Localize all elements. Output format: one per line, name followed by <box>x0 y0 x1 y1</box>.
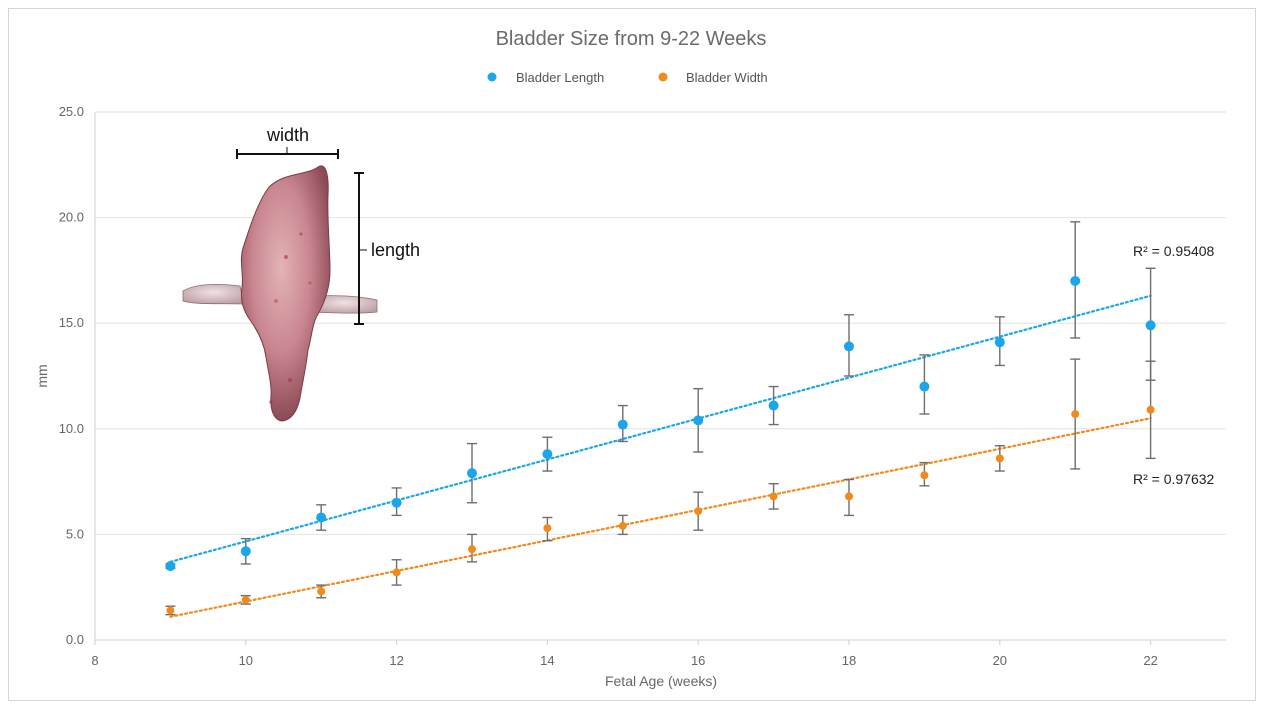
length-annotation: length <box>354 172 420 325</box>
legend-marker-width <box>658 72 668 82</box>
bladder-tissue <box>240 165 331 422</box>
x-tick-label-0: 8 <box>91 653 98 668</box>
width-annotation: width <box>236 125 339 159</box>
x-tick-label-2: 12 <box>389 653 403 668</box>
point-length-9 <box>165 561 176 572</box>
gridlines <box>95 111 1226 641</box>
point-width-22 <box>1146 405 1155 414</box>
y-tick-label-0: 0.0 <box>66 632 84 647</box>
y-tick-label-5: 25.0 <box>59 104 84 119</box>
point-width-16 <box>694 507 703 516</box>
y-tick-label-1: 5.0 <box>66 526 84 541</box>
x-tick-label-5: 18 <box>842 653 856 668</box>
point-width-20 <box>995 454 1004 463</box>
point-length-21 <box>1070 275 1081 286</box>
y-axis-ticks: 0.0 5.0 10.0 15.0 20.0 25.0 <box>59 104 84 647</box>
point-width-14 <box>543 524 552 533</box>
x-tick-label-1: 10 <box>239 653 253 668</box>
point-width-17 <box>769 492 778 501</box>
length-label: length <box>371 240 420 260</box>
y-tick-label-2: 10.0 <box>59 421 84 436</box>
trendline-length <box>169 294 1152 563</box>
point-length-15 <box>617 419 628 430</box>
legend-label-width: Bladder Width <box>686 70 768 85</box>
point-length-14 <box>542 449 553 460</box>
x-tick-label-4: 16 <box>691 653 705 668</box>
x-axis-label: Fetal Age (weeks) <box>605 673 717 689</box>
legend: Bladder Length Bladder Width <box>487 70 768 85</box>
point-width-9 <box>166 606 175 615</box>
r2-length: R² = 0.95408 <box>1133 243 1215 259</box>
x-tick-label-6: 20 <box>993 653 1007 668</box>
point-width-19 <box>920 471 929 480</box>
trendlines <box>169 294 1152 618</box>
point-width-15 <box>618 521 627 530</box>
point-length-13 <box>467 468 477 479</box>
trendline-width <box>169 417 1152 618</box>
legend-marker-length <box>487 72 497 82</box>
point-length-17 <box>768 400 779 411</box>
bladder-photo <box>182 165 378 422</box>
left-ureter <box>182 284 245 305</box>
right-ureter <box>311 295 378 314</box>
x-tick-label-7: 22 <box>1143 653 1157 668</box>
point-length-12 <box>391 497 402 508</box>
point-width-11 <box>317 587 326 596</box>
point-length-18 <box>844 341 854 352</box>
legend-label-length: Bladder Length <box>516 70 604 85</box>
point-length-22 <box>1145 320 1156 331</box>
point-width-18 <box>845 492 853 501</box>
point-length-10 <box>240 546 251 557</box>
point-width-21 <box>1071 410 1080 419</box>
y-tick-label-4: 20.0 <box>59 210 84 225</box>
chart-title: Bladder Size from 9-22 Weeks <box>496 28 767 50</box>
x-axis-ticks: 8 10 12 14 16 18 20 22 <box>91 640 1158 668</box>
data-points <box>165 275 1156 615</box>
point-width-10 <box>241 595 250 604</box>
x-tick-label-3: 14 <box>540 653 554 668</box>
width-label: width <box>266 125 309 145</box>
y-tick-label-3: 15.0 <box>59 315 84 330</box>
r2-width: R² = 0.97632 <box>1133 471 1215 487</box>
point-width-12 <box>392 568 401 577</box>
chart-frame <box>8 8 1256 701</box>
point-length-20 <box>994 337 1005 348</box>
y-axis-label: mm <box>34 364 50 387</box>
point-length-16 <box>693 415 704 426</box>
point-length-11 <box>316 512 327 523</box>
point-width-13 <box>468 545 476 554</box>
point-length-19 <box>919 381 930 392</box>
